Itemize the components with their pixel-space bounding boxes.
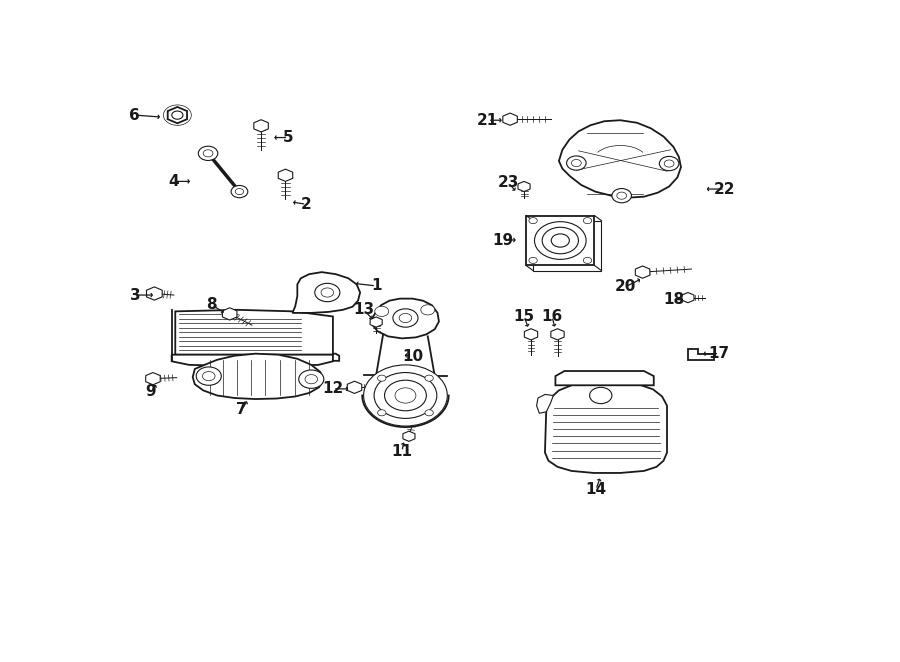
Text: 8: 8 xyxy=(206,297,217,312)
Text: 21: 21 xyxy=(477,113,499,128)
Circle shape xyxy=(616,192,626,199)
Circle shape xyxy=(395,388,416,403)
Text: 23: 23 xyxy=(498,175,518,190)
Circle shape xyxy=(400,313,411,322)
Circle shape xyxy=(421,305,435,315)
Text: 20: 20 xyxy=(615,279,635,295)
Polygon shape xyxy=(167,107,187,123)
Polygon shape xyxy=(536,395,554,413)
Polygon shape xyxy=(503,113,517,125)
Circle shape xyxy=(198,146,218,160)
Circle shape xyxy=(235,189,244,195)
Text: 15: 15 xyxy=(514,309,535,324)
Polygon shape xyxy=(545,381,667,473)
Polygon shape xyxy=(176,310,333,355)
Circle shape xyxy=(196,367,221,385)
Circle shape xyxy=(315,283,340,302)
Circle shape xyxy=(305,375,318,384)
Circle shape xyxy=(529,258,537,263)
Circle shape xyxy=(425,410,433,416)
Text: 18: 18 xyxy=(663,292,685,307)
Polygon shape xyxy=(254,120,268,132)
Text: 22: 22 xyxy=(715,181,735,197)
Text: 17: 17 xyxy=(709,346,730,361)
Circle shape xyxy=(203,150,213,157)
Polygon shape xyxy=(525,329,537,340)
Circle shape xyxy=(572,160,581,167)
Text: 12: 12 xyxy=(322,381,344,397)
Polygon shape xyxy=(555,371,653,385)
Polygon shape xyxy=(146,373,160,385)
Circle shape xyxy=(664,160,674,167)
Polygon shape xyxy=(347,381,362,393)
Text: 7: 7 xyxy=(236,402,247,417)
Text: 3: 3 xyxy=(130,287,140,303)
Polygon shape xyxy=(635,266,650,278)
FancyBboxPatch shape xyxy=(533,220,601,271)
Text: 2: 2 xyxy=(301,197,311,212)
Circle shape xyxy=(612,189,632,203)
Circle shape xyxy=(393,308,418,327)
Circle shape xyxy=(551,234,570,247)
Polygon shape xyxy=(372,299,439,338)
Circle shape xyxy=(660,156,679,171)
Polygon shape xyxy=(193,354,323,399)
Text: 19: 19 xyxy=(492,232,514,248)
Circle shape xyxy=(364,365,447,426)
Circle shape xyxy=(542,227,579,254)
FancyBboxPatch shape xyxy=(526,216,595,265)
Circle shape xyxy=(299,370,324,389)
Text: 5: 5 xyxy=(283,130,293,145)
Circle shape xyxy=(567,156,586,170)
Circle shape xyxy=(378,375,386,381)
Text: 10: 10 xyxy=(402,349,423,363)
Polygon shape xyxy=(370,317,382,327)
Circle shape xyxy=(583,258,591,263)
Text: 11: 11 xyxy=(392,444,412,459)
Polygon shape xyxy=(222,308,237,320)
Text: 14: 14 xyxy=(585,483,607,497)
Circle shape xyxy=(374,373,436,418)
Polygon shape xyxy=(278,169,293,181)
Circle shape xyxy=(384,380,427,410)
Circle shape xyxy=(374,307,389,316)
Polygon shape xyxy=(147,287,162,300)
Polygon shape xyxy=(172,354,339,361)
Circle shape xyxy=(583,218,591,224)
Polygon shape xyxy=(551,329,564,340)
Text: 16: 16 xyxy=(541,309,562,324)
Circle shape xyxy=(321,288,334,297)
Circle shape xyxy=(202,371,215,381)
Polygon shape xyxy=(292,272,360,313)
Circle shape xyxy=(535,222,586,260)
Polygon shape xyxy=(688,349,714,359)
Text: 9: 9 xyxy=(146,384,157,399)
Polygon shape xyxy=(518,181,530,191)
Circle shape xyxy=(378,410,386,416)
Circle shape xyxy=(231,185,248,198)
Text: 4: 4 xyxy=(168,174,179,189)
Circle shape xyxy=(590,387,612,404)
Polygon shape xyxy=(172,355,333,367)
Circle shape xyxy=(425,375,433,381)
Text: 1: 1 xyxy=(371,279,382,293)
Text: 13: 13 xyxy=(353,303,374,317)
Circle shape xyxy=(172,111,183,119)
Polygon shape xyxy=(403,431,415,442)
Polygon shape xyxy=(559,120,681,198)
Polygon shape xyxy=(682,293,694,303)
Circle shape xyxy=(529,218,537,224)
Text: 6: 6 xyxy=(130,108,140,122)
